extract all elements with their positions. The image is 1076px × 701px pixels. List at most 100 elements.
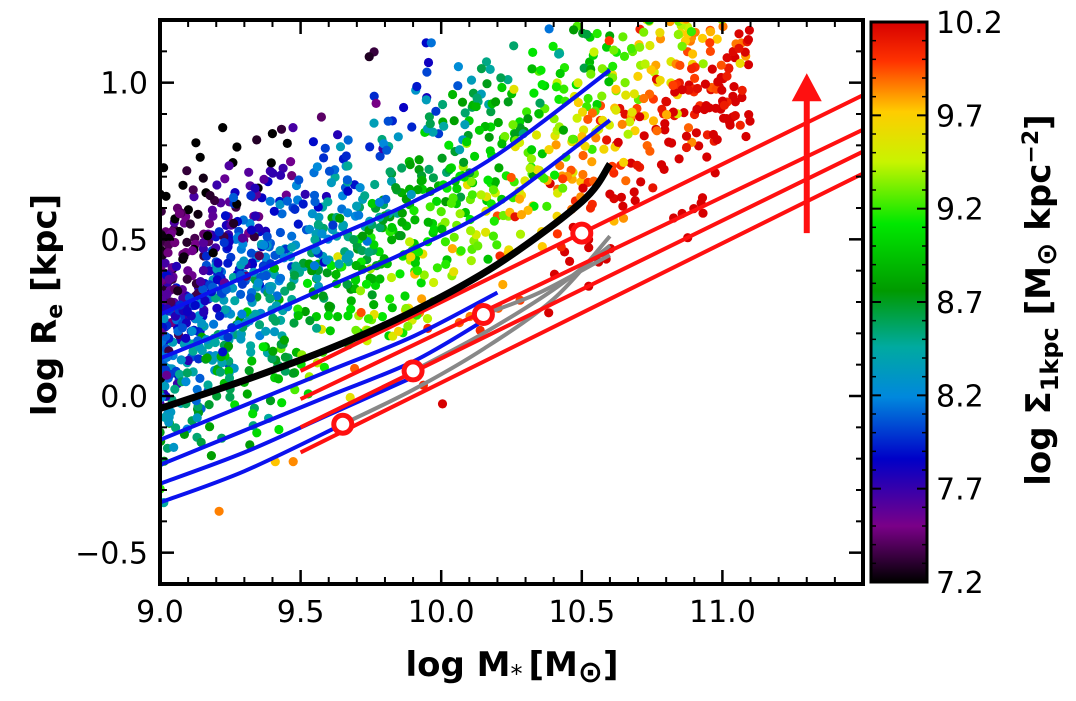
scatter-point [688, 49, 698, 59]
scatter-point [539, 173, 549, 183]
scatter-point [298, 199, 308, 209]
scatter-point [204, 400, 214, 410]
scatter-point [224, 161, 234, 171]
scatter-point [447, 244, 457, 254]
scatter-point [302, 278, 313, 288]
scatter-point [713, 77, 723, 87]
scatter-point [253, 223, 264, 233]
scatter-point [647, 0, 656, 8]
scatter-point [395, 269, 405, 279]
anchor-marker [570, 221, 594, 245]
scatter-point [587, 144, 597, 154]
scatter-point [444, 140, 454, 150]
scatter-point [187, 246, 197, 256]
scatter-point [607, 4, 616, 13]
scatter-point [206, 451, 216, 461]
scatter-point [162, 289, 172, 299]
scatter-point [734, 43, 744, 54]
scatter-point [370, 179, 380, 190]
scatter-point [265, 396, 276, 406]
scatter-point [322, 255, 332, 265]
scatter-point [200, 296, 210, 306]
arrow [791, 73, 822, 234]
scatter-point [438, 99, 448, 110]
scatter-point [163, 248, 173, 258]
scatter-point [360, 191, 370, 201]
scatter-point [416, 176, 426, 186]
scatter-point [712, 34, 722, 44]
scatter-point [224, 366, 234, 376]
scatter-point [470, 151, 480, 161]
scatter-point [252, 135, 262, 145]
scatter-point [396, 231, 406, 241]
scatter-point [287, 231, 297, 241]
scatter-point [322, 268, 332, 278]
colorbar-tick-label: 7.7 [936, 473, 984, 508]
scatter-point [717, 85, 727, 95]
scatter-point [286, 157, 296, 167]
scatter-point [724, 63, 734, 73]
scatter-point [641, 0, 650, 6]
scatter-point [619, 157, 629, 167]
scatter-point [218, 347, 228, 357]
x-tick-label: 11.0 [689, 595, 756, 630]
scatter-point [265, 294, 275, 304]
scatter-point [640, 59, 650, 69]
scatter-point [466, 75, 477, 85]
scatter-point [316, 112, 326, 122]
scatter-point [374, 197, 385, 207]
scatter-point [160, 380, 169, 391]
scatter-point [179, 252, 189, 262]
scatter-point [716, 10, 725, 19]
colorbar-tick-label: 7.2 [936, 566, 984, 601]
scatter-point [275, 273, 286, 283]
scatter-point [422, 67, 432, 77]
scatter-point [397, 208, 407, 218]
scatter-point [397, 163, 407, 173]
scatter-point [246, 225, 257, 235]
scatter-point [289, 318, 299, 328]
scatter-point [497, 139, 507, 149]
scatter-point [262, 231, 272, 242]
scatter-point [611, 105, 621, 115]
scatter-point [310, 197, 320, 207]
scatter-point [209, 319, 219, 329]
scatter-point [246, 347, 256, 357]
scatter-point [729, 6, 738, 15]
scatter-point [700, 79, 711, 89]
scatter-point [182, 368, 192, 378]
scatter-point [449, 267, 459, 277]
scatter-point [552, 229, 563, 239]
scatter-point [399, 102, 409, 113]
scatter-point [412, 266, 423, 276]
scatter-point [466, 256, 476, 266]
scatter-point [174, 226, 184, 237]
scatter-point [492, 240, 502, 250]
scatter-point [187, 326, 197, 336]
scatter-point [655, 75, 665, 85]
scatter-point [698, 208, 708, 218]
scatter-point [449, 232, 459, 242]
scatter-point [506, 172, 516, 183]
scatter-point [288, 368, 298, 378]
scatter-point [198, 173, 208, 183]
scatter-point [639, 131, 649, 141]
scatter-point [526, 154, 537, 164]
scatter-point [244, 167, 254, 177]
scatter-point [192, 413, 202, 423]
scatter-point [219, 238, 229, 248]
scatter-point [715, 3, 724, 12]
scatter-point [269, 327, 280, 337]
scatter-point [735, 58, 745, 68]
scatter-point [261, 326, 271, 336]
scatter-point [197, 318, 207, 328]
scatter-point [170, 384, 180, 394]
scatter-point [537, 242, 547, 252]
scatter-point [525, 163, 535, 173]
scatter-point [310, 235, 320, 245]
scatter-point [343, 135, 353, 145]
scatter-point [182, 237, 192, 247]
scatter-point [620, 78, 630, 88]
x-tick-label: 10.5 [548, 595, 615, 630]
scatter-point [702, 152, 712, 162]
